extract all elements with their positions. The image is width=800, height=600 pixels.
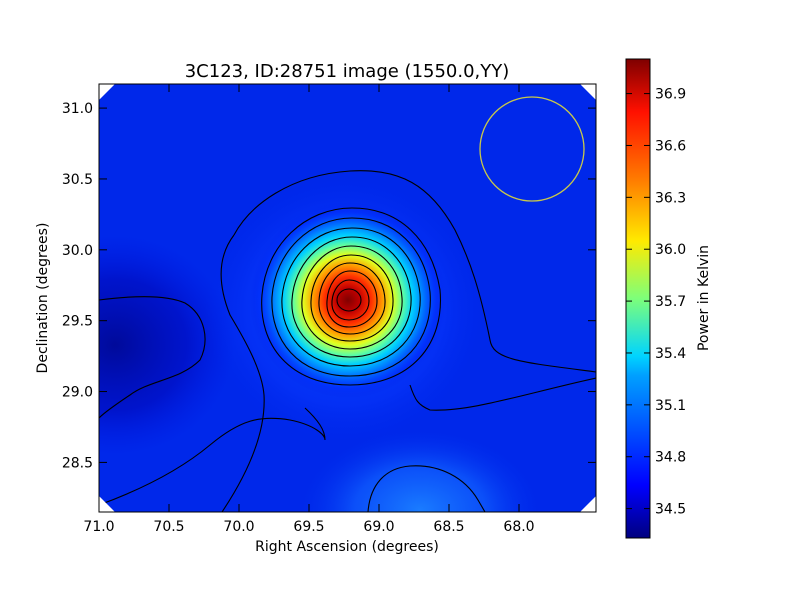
contour-ring-7 [318,262,386,335]
y-tick-label: 30.5 [62,172,93,188]
x-axis-ticks: 71.0 70.5 70.0 69.5 69.0 68.5 68.0 [83,84,535,535]
y-tick-label: 30.0 [62,243,93,259]
colorbar: 34.5 34.8 35.1 35.4 35.7 36.0 36.3 36.6 36.9 Pow… [625,58,712,539]
x-tick-label: 71.0 [83,519,114,535]
contour-ring-6 [310,254,394,342]
corner-mask-tr [580,84,596,100]
x-tick-label: 68.0 [503,519,534,535]
contour-bottom-bump [367,465,486,512]
contour-ring-4 [291,236,412,358]
contour-outer-bottom [409,377,596,411]
heatmap-source-peak [250,202,446,398]
colorbar-ticks: 34.5 34.8 35.1 35.4 35.7 36.0 36.3 36.6 36.9 [626,87,686,518]
colorbar-tick-label: 36.3 [655,190,686,206]
y-axis-label: Declination (degrees) [35,223,51,374]
colorbar-tick-label: 36.6 [655,138,686,154]
contour-outer [233,170,596,373]
contour-low-region [99,296,206,419]
colorbar-tick-label: 35.1 [655,398,686,414]
x-tick-label: 70.0 [223,519,254,535]
x-axis-label: Right Ascension (degrees) [255,539,439,555]
y-tick-label: 28.5 [62,455,93,471]
x-tick-label: 69.5 [293,519,324,535]
y-axis-ticks: 28.5 29.0 29.5 30.0 30.5 31.0 [62,101,596,471]
colorbar-tick-label: 34.5 [655,502,686,518]
contour-ring-10 [336,288,362,312]
colorbar-tick-label: 35.7 [655,294,686,310]
contour-ring-3 [281,227,421,367]
colorbar-label: Power in Kelvin [696,245,712,351]
corner-mask-bl [99,496,115,512]
chart-title: 3C123, ID:28751 image (1550.0,YY) [185,61,510,82]
y-tick-label: 31.0 [62,101,93,117]
contour-ring-9 [331,279,370,321]
corner-mask-br [580,496,596,512]
x-tick-label: 69.0 [363,519,394,535]
contour-ring-2 [271,217,431,377]
colorbar-tick-label: 34.8 [655,450,686,466]
contour-lower-left [99,407,326,506]
contour-outer-left [220,234,265,512]
colorbar-tick-label: 36.9 [655,87,686,103]
plot-area [99,84,596,512]
beam-circle [479,96,585,202]
corner-mask-tl [99,84,115,100]
contour-ring-8 [326,270,378,328]
plot-frame [98,83,597,513]
heatmap-low-region [99,235,235,455]
contour-lines [99,170,596,512]
heatmap-secondary-bright [300,430,540,512]
colorbar-tick-label: 36.0 [655,242,686,258]
y-tick-label: 29.0 [62,385,93,401]
contour-ring-5 [301,245,403,350]
contour-ring-1 [261,207,442,386]
colorbar-tick-label: 35.4 [655,346,686,362]
colorbar-gradient [625,58,651,539]
y-tick-label: 29.5 [62,314,93,330]
x-tick-label: 68.5 [433,519,464,535]
x-tick-label: 70.5 [153,519,184,535]
